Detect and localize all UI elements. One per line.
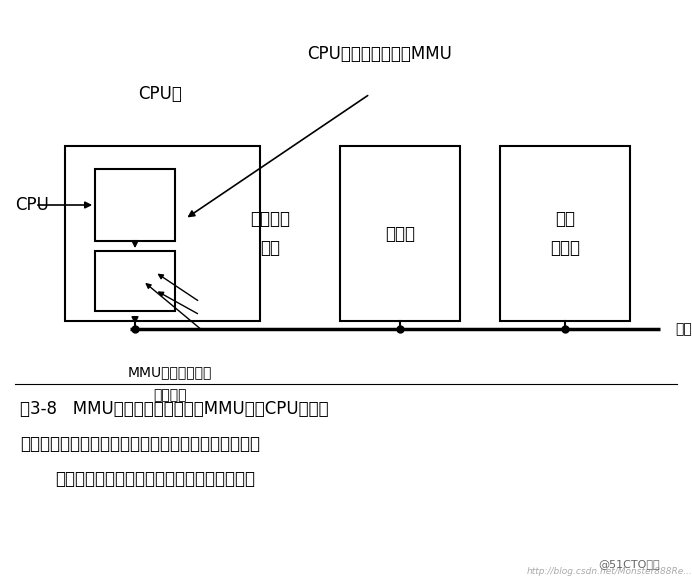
Bar (500, 146, 630, 321)
Bar (340, 146, 460, 321)
Text: CPU: CPU (15, 196, 49, 214)
Text: CPU发送虚拟地址给MMU: CPU发送虚拟地址给MMU (307, 45, 453, 63)
Text: 磁盘
控制器: 磁盘 控制器 (550, 210, 580, 257)
Text: 存储器: 存储器 (385, 224, 415, 242)
Text: @51CTO博客: @51CTO博客 (599, 559, 660, 569)
Text: CPU包: CPU包 (138, 85, 182, 103)
Text: 图3-8   MMU的位置和功能。这里MMU作为CPU芯片的: 图3-8 MMU的位置和功能。这里MMU作为CPU芯片的 (20, 400, 329, 418)
Text: http://blog.csdn.net/Monster888Re...: http://blog.csdn.net/Monster888Re... (527, 567, 692, 576)
Text: 总线: 总线 (675, 322, 692, 336)
Text: 内存管理
单元: 内存管理 单元 (250, 210, 290, 257)
Bar (65, 146, 260, 321)
Text: 可以是一片单独的芯片，并且早就已经这样了: 可以是一片单独的芯片，并且早就已经这样了 (55, 470, 255, 488)
Text: 一部分，因为通常就是这样做的。不过从逻辑上看，它: 一部分，因为通常就是这样做的。不过从逻辑上看，它 (20, 435, 260, 453)
Text: MMU发送物理地址
给存储器: MMU发送物理地址 给存储器 (128, 366, 212, 402)
Bar (95, 169, 175, 241)
Bar (95, 251, 175, 311)
